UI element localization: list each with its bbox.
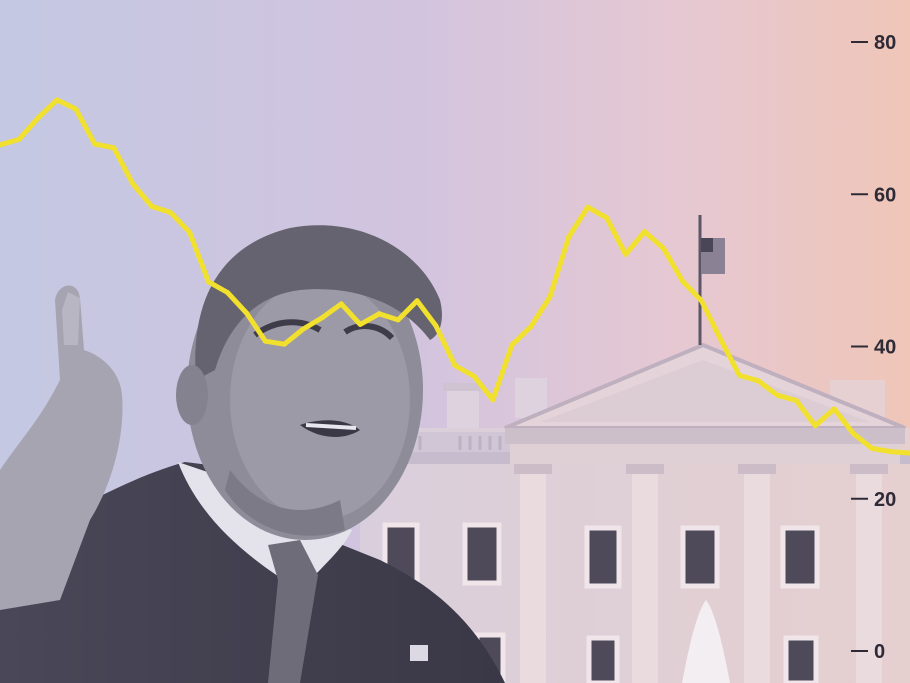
series-point-9 <box>168 210 174 215</box>
series-point-41 <box>774 392 780 398</box>
series-point-38 <box>717 336 723 342</box>
series-point-34 <box>642 229 648 235</box>
series-point-29 <box>547 294 553 300</box>
series-point-33 <box>623 251 629 257</box>
series-point-23 <box>433 323 439 329</box>
series-point-30 <box>566 234 572 240</box>
series-point-4 <box>73 106 79 112</box>
series-point-1 <box>16 136 22 142</box>
series-point-26 <box>490 397 496 403</box>
series-point-48 <box>907 450 910 456</box>
series-point-47 <box>888 449 894 455</box>
series-point-21 <box>395 317 401 323</box>
series-point-35 <box>661 245 666 251</box>
series-point-40 <box>755 378 761 384</box>
series-point-12 <box>225 290 230 295</box>
series-point-32 <box>604 215 610 221</box>
y-axis: 0 20 40 60 80 <box>851 32 896 663</box>
series-point-44 <box>831 406 837 412</box>
series-point-3 <box>54 97 60 103</box>
series-point-36 <box>680 278 685 284</box>
series-point-18 <box>338 301 344 307</box>
series-point-10 <box>187 229 193 235</box>
series-point-17 <box>319 315 325 321</box>
series-point-45 <box>850 430 856 436</box>
series-point-22 <box>414 298 420 304</box>
y-tick-label-40: 40 <box>874 337 896 359</box>
series-point-25 <box>471 373 477 379</box>
series-point-46 <box>869 446 875 451</box>
series-point-0 <box>0 142 3 148</box>
series-point-15 <box>281 341 287 347</box>
series-point-8 <box>149 203 155 209</box>
series-point-28 <box>528 324 534 330</box>
y-tick-label-20: 20 <box>874 489 896 511</box>
series-point-2 <box>35 115 41 121</box>
series-point-11 <box>206 279 211 285</box>
series-point-19 <box>357 321 363 327</box>
series-point-20 <box>376 311 382 317</box>
series-point-6 <box>111 145 117 151</box>
y-tick-label-0: 0 <box>874 641 885 663</box>
series-point-14 <box>262 338 268 344</box>
series-point-16 <box>300 326 306 332</box>
series-point-43 <box>812 423 818 429</box>
series-point-5 <box>92 141 98 147</box>
y-tick-label-80: 80 <box>874 32 896 54</box>
series-point-31 <box>585 204 591 210</box>
series-point-42 <box>793 398 799 403</box>
series-point-13 <box>244 310 249 316</box>
series-point-37 <box>699 298 704 304</box>
y-tick-label-60: 60 <box>874 184 896 206</box>
series-point-24 <box>452 363 458 368</box>
series-point-39 <box>736 372 742 378</box>
series-points <box>0 97 910 456</box>
series-point-7 <box>130 181 136 187</box>
series-point-27 <box>509 342 515 348</box>
